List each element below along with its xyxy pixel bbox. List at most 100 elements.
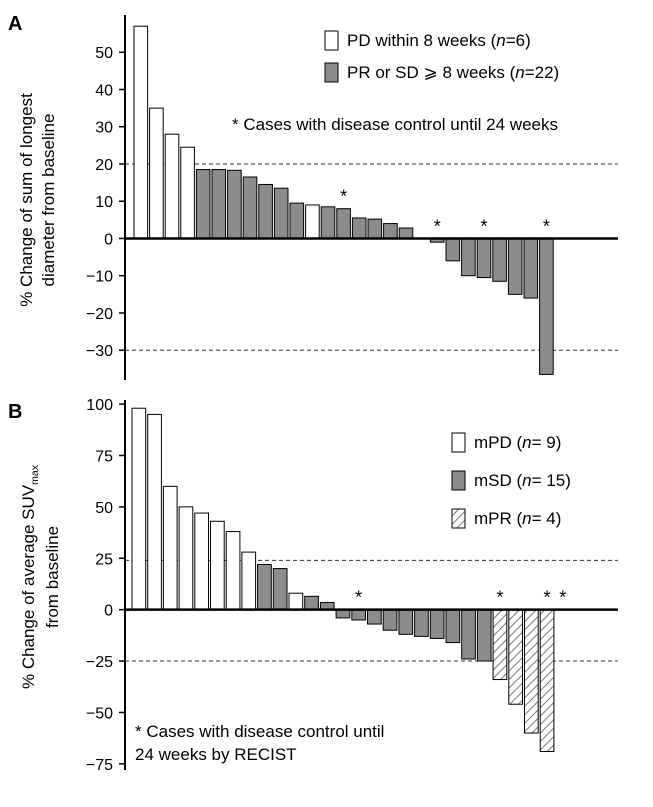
- asterisk-marker: *: [355, 588, 362, 608]
- asterisk-marker: *: [340, 187, 347, 207]
- bar: [305, 204, 320, 239]
- panel-a-waterfall: A −30 −20 −10 0 10 20 30 40 50 * * * * % Change of sum…: [8, 13, 618, 380]
- bar: [492, 609, 508, 681]
- y-tick-label: 40: [95, 82, 113, 99]
- legend-label: mPR (n= 4): [474, 509, 561, 528]
- y-tick-label: 25: [95, 551, 113, 568]
- chart-note-line: 24 weeks by RECIST: [135, 745, 297, 764]
- panel-label: B: [8, 401, 22, 423]
- y-tick-label: −75: [86, 757, 113, 774]
- bar: [476, 609, 492, 662]
- asterisk-marker: *: [480, 216, 487, 236]
- chart-note-line: * Cases with disease control until: [135, 722, 384, 741]
- bar: [445, 237, 461, 262]
- bar: [133, 25, 149, 239]
- bar: [539, 609, 555, 753]
- legend-swatch: [451, 470, 466, 491]
- y-tick-label: 100: [86, 397, 113, 414]
- y-axis-title-line-1: % Change of sum of longest: [17, 93, 36, 307]
- bar: [524, 609, 539, 734]
- bar: [194, 512, 210, 611]
- bar: [227, 169, 242, 239]
- bar: [382, 609, 398, 631]
- asterisk-marker: *: [434, 216, 441, 236]
- bar: [320, 206, 336, 239]
- bar: [461, 609, 476, 660]
- bar: [507, 237, 523, 295]
- bar: [414, 609, 429, 637]
- bar: [461, 237, 476, 277]
- y-tick-label: 0: [104, 603, 113, 620]
- bar: [289, 202, 305, 239]
- asterisk-marker: *: [544, 588, 551, 608]
- legend-label: mPD (n= 9): [474, 433, 561, 452]
- bar: [351, 217, 367, 239]
- bar: [273, 187, 289, 239]
- y-tick-label: 75: [95, 449, 113, 466]
- bar: [508, 609, 523, 705]
- bar: [162, 485, 178, 611]
- legend-swatch: [324, 30, 339, 51]
- legend-swatch: [451, 432, 466, 453]
- bar: [288, 592, 304, 611]
- legend-swatch: [451, 508, 466, 529]
- bar: [195, 169, 211, 239]
- bar: [476, 237, 492, 279]
- y-tick-label: 0: [104, 231, 113, 248]
- bar: [178, 506, 194, 611]
- bar: [180, 146, 195, 239]
- bar: [398, 609, 414, 635]
- asterisk-marker: *: [543, 216, 550, 236]
- bar: [164, 133, 180, 239]
- y-axis-title: % Change of sum of longest diameter from …: [17, 93, 58, 307]
- bar: [336, 208, 351, 239]
- bar: [429, 609, 445, 639]
- y-tick-label: 50: [95, 500, 113, 517]
- bar: [367, 609, 382, 625]
- y-tick-label: −30: [86, 343, 113, 360]
- y-tick-label: 30: [95, 120, 113, 137]
- bar: [492, 237, 507, 282]
- bar: [445, 609, 461, 644]
- legend-label: PD within 8 weeks (n=6): [347, 31, 531, 50]
- y-tick-label: 20: [95, 157, 113, 174]
- y-axis-title-line-2: diameter from baseline: [39, 114, 58, 287]
- bar: [149, 107, 164, 239]
- asterisk-marker: *: [559, 588, 566, 608]
- y-tick-label: −50: [86, 705, 113, 722]
- bar: [131, 407, 147, 611]
- y-axis-title-line-2: from baseline: [43, 526, 62, 628]
- bar: [225, 531, 241, 611]
- bar: [257, 563, 272, 611]
- y-tick-label: −10: [86, 269, 113, 286]
- y-tick-label: 50: [95, 45, 113, 62]
- bar: [398, 227, 414, 239]
- bar: [383, 223, 398, 239]
- asterisk-marker: *: [496, 588, 503, 608]
- bar: [272, 568, 288, 611]
- chart-note: * Cases with disease control until 24 we…: [232, 115, 558, 134]
- legend-label: PR or SD ⩾ 8 weeks (n=22): [347, 63, 559, 82]
- legend-swatch: [324, 62, 339, 83]
- bar: [539, 237, 554, 375]
- legend-label: mSD (n= 15): [474, 471, 571, 490]
- y-tick-label: −20: [86, 306, 113, 323]
- panel-label: A: [8, 13, 22, 35]
- bar: [241, 551, 257, 611]
- bar: [304, 595, 319, 611]
- y-tick-label: 10: [95, 194, 113, 211]
- bar: [367, 218, 383, 239]
- bar: [211, 169, 227, 239]
- bar: [147, 413, 162, 611]
- y-tick-label: −25: [86, 654, 113, 671]
- bar: [210, 520, 225, 611]
- panel-b-waterfall: B −75 −50 −25 0 25 50 75 100 * * * * % Change of aver…: [8, 397, 618, 774]
- bar: [258, 183, 273, 239]
- bar: [523, 237, 539, 299]
- bar: [351, 609, 366, 621]
- y-axis-title-line-1: % Change of average SUVmax: [19, 464, 41, 689]
- bar: [242, 176, 258, 239]
